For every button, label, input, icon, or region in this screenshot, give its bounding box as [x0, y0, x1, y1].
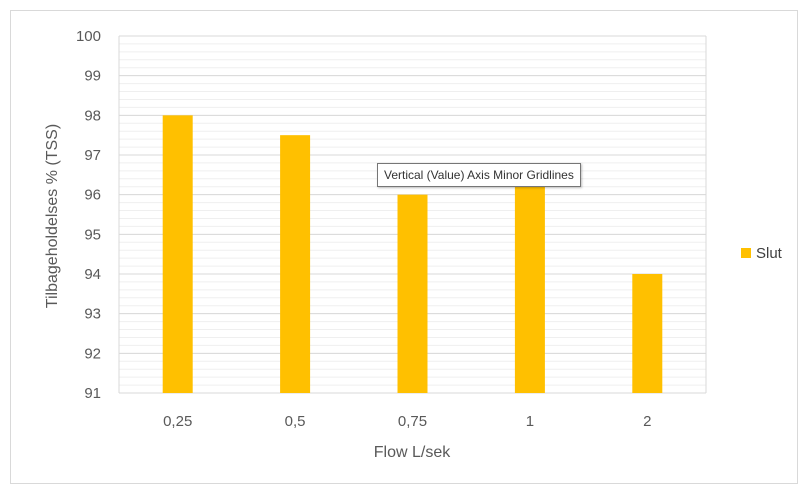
y-tick-label: 92 [84, 345, 101, 362]
x-tick-label: 0,5 [285, 413, 306, 430]
legend-swatch-slut [741, 248, 751, 258]
y-tick-label: 91 [84, 385, 101, 402]
y-tick-label: 93 [84, 306, 101, 323]
tooltip: Vertical (Value) Axis Minor Gridlines [377, 163, 581, 187]
legend[interactable]: Slut [741, 245, 783, 262]
legend-label-slut: Slut [756, 245, 783, 262]
y-tick-label: 100 [76, 28, 101, 45]
y-tick-label: 99 [84, 68, 101, 85]
bar-0-75[interactable] [397, 194, 428, 393]
y-tick-label: 98 [84, 107, 101, 124]
x-tick-label: 2 [643, 413, 651, 430]
y-tick-label: 95 [84, 226, 101, 243]
x-axis-tick-labels: 0,25 0,5 0,75 1 2 [163, 413, 651, 430]
x-tick-label: 1 [526, 413, 534, 430]
x-tick-label: 0,75 [398, 413, 427, 430]
y-axis-title[interactable]: Tilbageholdelses % (TSS) [44, 124, 61, 308]
x-axis-title[interactable]: Flow L/sek [374, 444, 451, 461]
bar-0-5[interactable] [280, 135, 311, 393]
y-tick-label: 96 [84, 187, 101, 204]
major-gridlines[interactable] [118, 35, 707, 394]
bar-series[interactable] [162, 115, 663, 393]
x-tick-label: 0,25 [163, 413, 192, 430]
y-tick-label: 97 [84, 147, 101, 164]
bar-1[interactable] [514, 186, 545, 393]
bar-2[interactable] [632, 274, 663, 393]
y-tick-label: 94 [84, 266, 101, 283]
bar-0-25[interactable] [162, 115, 193, 393]
y-axis-tick-labels: 91 92 93 94 95 96 97 98 99 100 [76, 28, 101, 402]
